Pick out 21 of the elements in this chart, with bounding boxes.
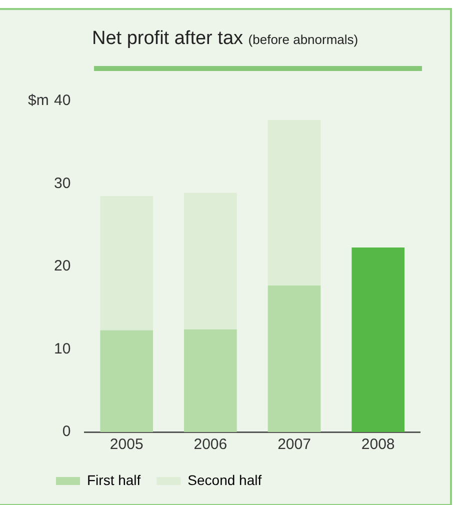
chart-subtitle: (before abnormals) <box>248 32 358 47</box>
bar <box>184 192 237 330</box>
y-tick-label: 0 <box>62 423 71 440</box>
x-tick-label: 2006 <box>194 436 228 454</box>
bar <box>184 329 237 432</box>
x-tick-label: 2007 <box>278 436 311 454</box>
bar <box>268 120 321 286</box>
x-tick-label: 2008 <box>361 436 395 454</box>
y-axis-title: $m <box>28 92 49 110</box>
chart-title: Net profit after tax <box>92 28 244 49</box>
bar <box>100 330 154 432</box>
y-tick-label: 20 <box>54 258 71 275</box>
y-tick-label: 40 <box>54 92 71 110</box>
y-tick-label: 10 <box>54 340 71 358</box>
y-tick-label: 30 <box>54 174 71 192</box>
bar <box>352 247 404 432</box>
legend-label: First half <box>87 472 141 488</box>
bar <box>268 286 321 432</box>
x-tick-label: 2005 <box>110 436 144 454</box>
bar <box>100 196 154 330</box>
legend-label: Second half <box>188 472 262 488</box>
